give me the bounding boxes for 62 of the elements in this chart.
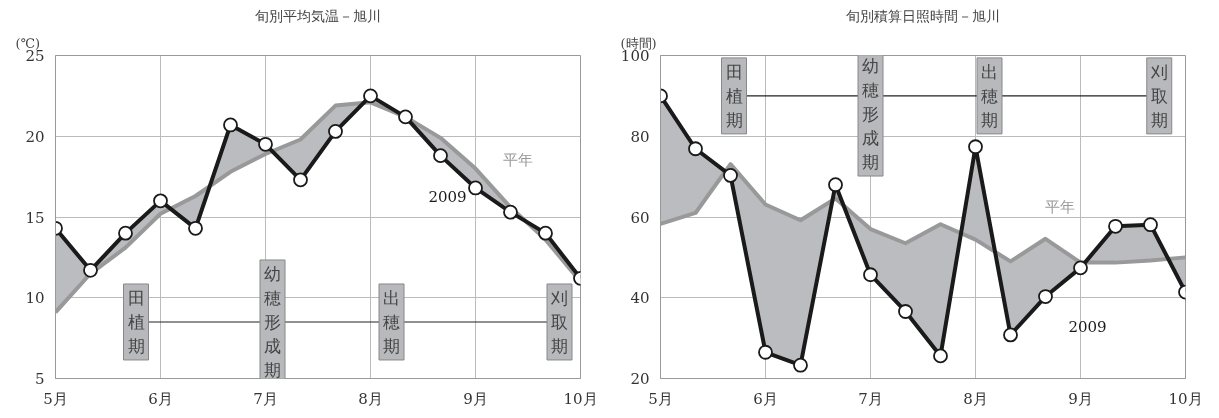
point xyxy=(968,139,983,155)
point xyxy=(293,172,308,188)
x-tick-label: 5月 xyxy=(43,389,68,408)
x-tick-label: 8月 xyxy=(963,389,988,408)
point xyxy=(328,124,343,139)
point xyxy=(793,357,808,373)
x-tick-label: 7月 xyxy=(858,389,883,408)
point xyxy=(538,225,553,241)
y-tick-label: 40 xyxy=(630,289,650,308)
point xyxy=(223,117,238,133)
annotation: 幼穂形成期 xyxy=(862,56,879,173)
annotation: 田植期 xyxy=(127,287,145,356)
series-label: 平年 xyxy=(502,151,533,170)
point xyxy=(1003,327,1018,343)
x-tick-label: 6月 xyxy=(753,389,778,408)
series-label: 2009 xyxy=(428,187,467,206)
point xyxy=(468,180,483,196)
point xyxy=(1108,218,1123,234)
series-label: 平年 xyxy=(1044,197,1075,216)
point xyxy=(758,344,773,360)
point xyxy=(688,141,703,157)
y-tick-label: 20 xyxy=(25,127,45,146)
point xyxy=(503,204,518,220)
y-tick-label: 60 xyxy=(630,208,650,227)
x-tick-label: 9月 xyxy=(463,389,488,408)
x-tick-label: 8月 xyxy=(358,389,383,408)
point xyxy=(933,348,948,364)
y-tick-label: 15 xyxy=(25,208,45,227)
point xyxy=(118,225,133,241)
series-label: 2009 xyxy=(1068,317,1107,336)
point xyxy=(898,304,913,319)
annotation: 刈取期 xyxy=(550,287,568,356)
point xyxy=(83,262,98,278)
chart-title: 旬別積算日照時間－旭川 xyxy=(846,7,1000,24)
x-tick-label: 5月 xyxy=(648,389,673,408)
y-tick-label: 80 xyxy=(630,127,650,146)
point xyxy=(188,220,203,236)
x-tick-label: 10月 xyxy=(563,389,598,408)
point xyxy=(723,168,738,183)
point xyxy=(1143,217,1158,233)
x-tick-label: 7月 xyxy=(253,389,278,408)
y-tick-label: 20 xyxy=(630,370,650,388)
point xyxy=(433,148,448,164)
point xyxy=(258,136,273,152)
y-tick-label: 10 xyxy=(25,289,45,308)
point xyxy=(363,88,378,104)
x-tick-label: 10月 xyxy=(1168,389,1203,408)
chart-title: 旬別平均気温－旭川 xyxy=(255,7,381,24)
point xyxy=(1038,289,1053,304)
point xyxy=(153,193,168,209)
y-tick-label: 5 xyxy=(34,370,45,388)
x-tick-label: 6月 xyxy=(148,389,173,408)
annotation: 出穂期 xyxy=(383,287,400,356)
point xyxy=(863,267,878,283)
point xyxy=(1073,260,1088,276)
annotation: 刈取期 xyxy=(1149,61,1168,130)
point xyxy=(828,177,843,193)
annotation: 田植期 xyxy=(725,61,743,130)
annotation: 幼穂形成期 xyxy=(264,263,281,380)
annotation: 出穂期 xyxy=(981,61,998,130)
point xyxy=(398,109,413,125)
x-tick-label: 9月 xyxy=(1068,389,1093,408)
